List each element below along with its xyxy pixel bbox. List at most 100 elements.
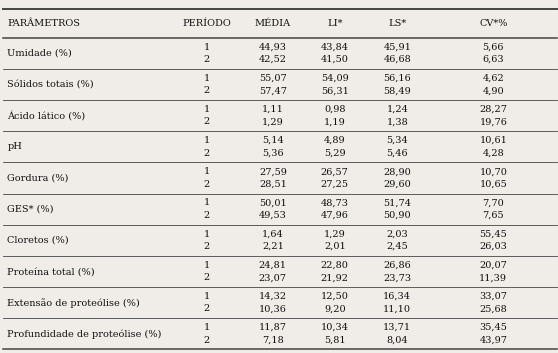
Text: 49,53: 49,53 — [259, 211, 287, 220]
Text: GES* (%): GES* (%) — [7, 205, 54, 214]
Text: 55,07: 55,07 — [259, 74, 287, 83]
Text: 20,07: 20,07 — [479, 261, 507, 270]
Text: 42,52: 42,52 — [259, 55, 287, 64]
Text: 1,64: 1,64 — [262, 230, 283, 239]
Text: 8,04: 8,04 — [387, 336, 408, 345]
Text: 2: 2 — [203, 336, 210, 345]
Text: 5,29: 5,29 — [324, 149, 345, 157]
Text: 25,68: 25,68 — [479, 304, 507, 313]
Text: 44,93: 44,93 — [259, 43, 287, 52]
Text: 11,10: 11,10 — [383, 304, 411, 313]
Text: 58,49: 58,49 — [383, 86, 411, 95]
Text: 2: 2 — [203, 304, 210, 313]
Text: 26,03: 26,03 — [479, 242, 507, 251]
Text: Profundidade de proteólise (%): Profundidade de proteólise (%) — [7, 329, 162, 339]
Text: 7,70: 7,70 — [483, 198, 504, 208]
Text: Extensão de proteólise (%): Extensão de proteólise (%) — [7, 298, 140, 307]
Text: CV*%: CV*% — [479, 19, 507, 28]
Text: 1: 1 — [203, 74, 210, 83]
Text: 2,01: 2,01 — [324, 242, 345, 251]
Text: 2: 2 — [203, 242, 210, 251]
Text: 21,92: 21,92 — [321, 273, 349, 282]
Text: 12,50: 12,50 — [321, 292, 349, 301]
Text: 1: 1 — [203, 261, 210, 270]
Text: 50,01: 50,01 — [259, 198, 287, 208]
Text: 1,38: 1,38 — [387, 118, 408, 126]
Text: 22,80: 22,80 — [321, 261, 349, 270]
Text: 1,24: 1,24 — [386, 105, 408, 114]
Text: 10,36: 10,36 — [259, 304, 287, 313]
Text: 10,61: 10,61 — [479, 136, 507, 145]
Text: 23,73: 23,73 — [383, 273, 411, 282]
Text: 57,47: 57,47 — [259, 86, 287, 95]
Text: 5,66: 5,66 — [483, 43, 504, 52]
Text: 2: 2 — [203, 55, 210, 64]
Text: 56,31: 56,31 — [321, 86, 349, 95]
Text: 10,70: 10,70 — [479, 167, 507, 176]
Text: 13,71: 13,71 — [383, 323, 411, 332]
Text: 43,97: 43,97 — [479, 336, 507, 345]
Text: 28,51: 28,51 — [259, 180, 287, 189]
Text: 0,98: 0,98 — [324, 105, 345, 114]
Text: 1,19: 1,19 — [324, 118, 345, 126]
Text: 1: 1 — [203, 323, 210, 332]
Text: 33,07: 33,07 — [479, 292, 507, 301]
Text: 28,27: 28,27 — [479, 105, 507, 114]
Text: Proteína total (%): Proteína total (%) — [7, 267, 95, 276]
Text: 2,21: 2,21 — [262, 242, 284, 251]
Text: 27,25: 27,25 — [321, 180, 349, 189]
Text: 2,03: 2,03 — [387, 230, 408, 239]
Text: 29,60: 29,60 — [383, 180, 411, 189]
Text: 11,87: 11,87 — [259, 323, 287, 332]
Text: 1: 1 — [203, 230, 210, 239]
Text: 5,34: 5,34 — [387, 136, 408, 145]
Text: 2: 2 — [203, 211, 210, 220]
Text: 16,34: 16,34 — [383, 292, 411, 301]
Text: 46,68: 46,68 — [383, 55, 411, 64]
Text: 5,36: 5,36 — [262, 149, 283, 157]
Text: 28,90: 28,90 — [383, 167, 411, 176]
Text: 24,81: 24,81 — [259, 261, 287, 270]
Text: 6,63: 6,63 — [483, 55, 504, 64]
Text: Sólidos totais (%): Sólidos totais (%) — [7, 80, 94, 89]
Text: 48,73: 48,73 — [321, 198, 349, 208]
Text: 5,14: 5,14 — [262, 136, 283, 145]
Text: 5,81: 5,81 — [324, 336, 345, 345]
Text: 4,62: 4,62 — [483, 74, 504, 83]
Text: pH: pH — [7, 142, 22, 151]
Text: 26,57: 26,57 — [321, 167, 349, 176]
Text: 55,45: 55,45 — [479, 230, 507, 239]
Text: 1: 1 — [203, 167, 210, 176]
Text: 56,16: 56,16 — [383, 74, 411, 83]
Text: 26,86: 26,86 — [383, 261, 411, 270]
Text: 9,20: 9,20 — [324, 304, 345, 313]
Text: 19,76: 19,76 — [479, 118, 507, 126]
Text: 47,96: 47,96 — [321, 211, 349, 220]
Text: 11,39: 11,39 — [479, 273, 507, 282]
Text: 51,74: 51,74 — [383, 198, 411, 208]
Text: 1,29: 1,29 — [324, 230, 345, 239]
Text: 4,89: 4,89 — [324, 136, 345, 145]
Text: 2,45: 2,45 — [387, 242, 408, 251]
Text: LS*: LS* — [388, 19, 406, 28]
Text: Ácido lático (%): Ácido lático (%) — [7, 111, 85, 121]
Text: 43,84: 43,84 — [321, 43, 349, 52]
Text: 54,09: 54,09 — [321, 74, 349, 83]
Text: 5,46: 5,46 — [387, 149, 408, 157]
Text: 23,07: 23,07 — [259, 273, 287, 282]
Text: 1: 1 — [203, 136, 210, 145]
Text: 7,65: 7,65 — [483, 211, 504, 220]
Text: 2: 2 — [203, 180, 210, 189]
Text: 2: 2 — [203, 118, 210, 126]
Text: Gordura (%): Gordura (%) — [7, 174, 69, 183]
Text: PERÍODO: PERÍODO — [182, 19, 231, 28]
Text: Umidade (%): Umidade (%) — [7, 49, 72, 58]
Text: LI*: LI* — [327, 19, 343, 28]
Text: 10,34: 10,34 — [321, 323, 349, 332]
Text: 45,91: 45,91 — [383, 43, 411, 52]
Text: PARÂMETROS: PARÂMETROS — [7, 19, 80, 28]
Text: 10,65: 10,65 — [479, 180, 507, 189]
Text: 41,50: 41,50 — [321, 55, 349, 64]
Text: MÉDIA: MÉDIA — [255, 19, 291, 28]
Text: 1: 1 — [203, 292, 210, 301]
